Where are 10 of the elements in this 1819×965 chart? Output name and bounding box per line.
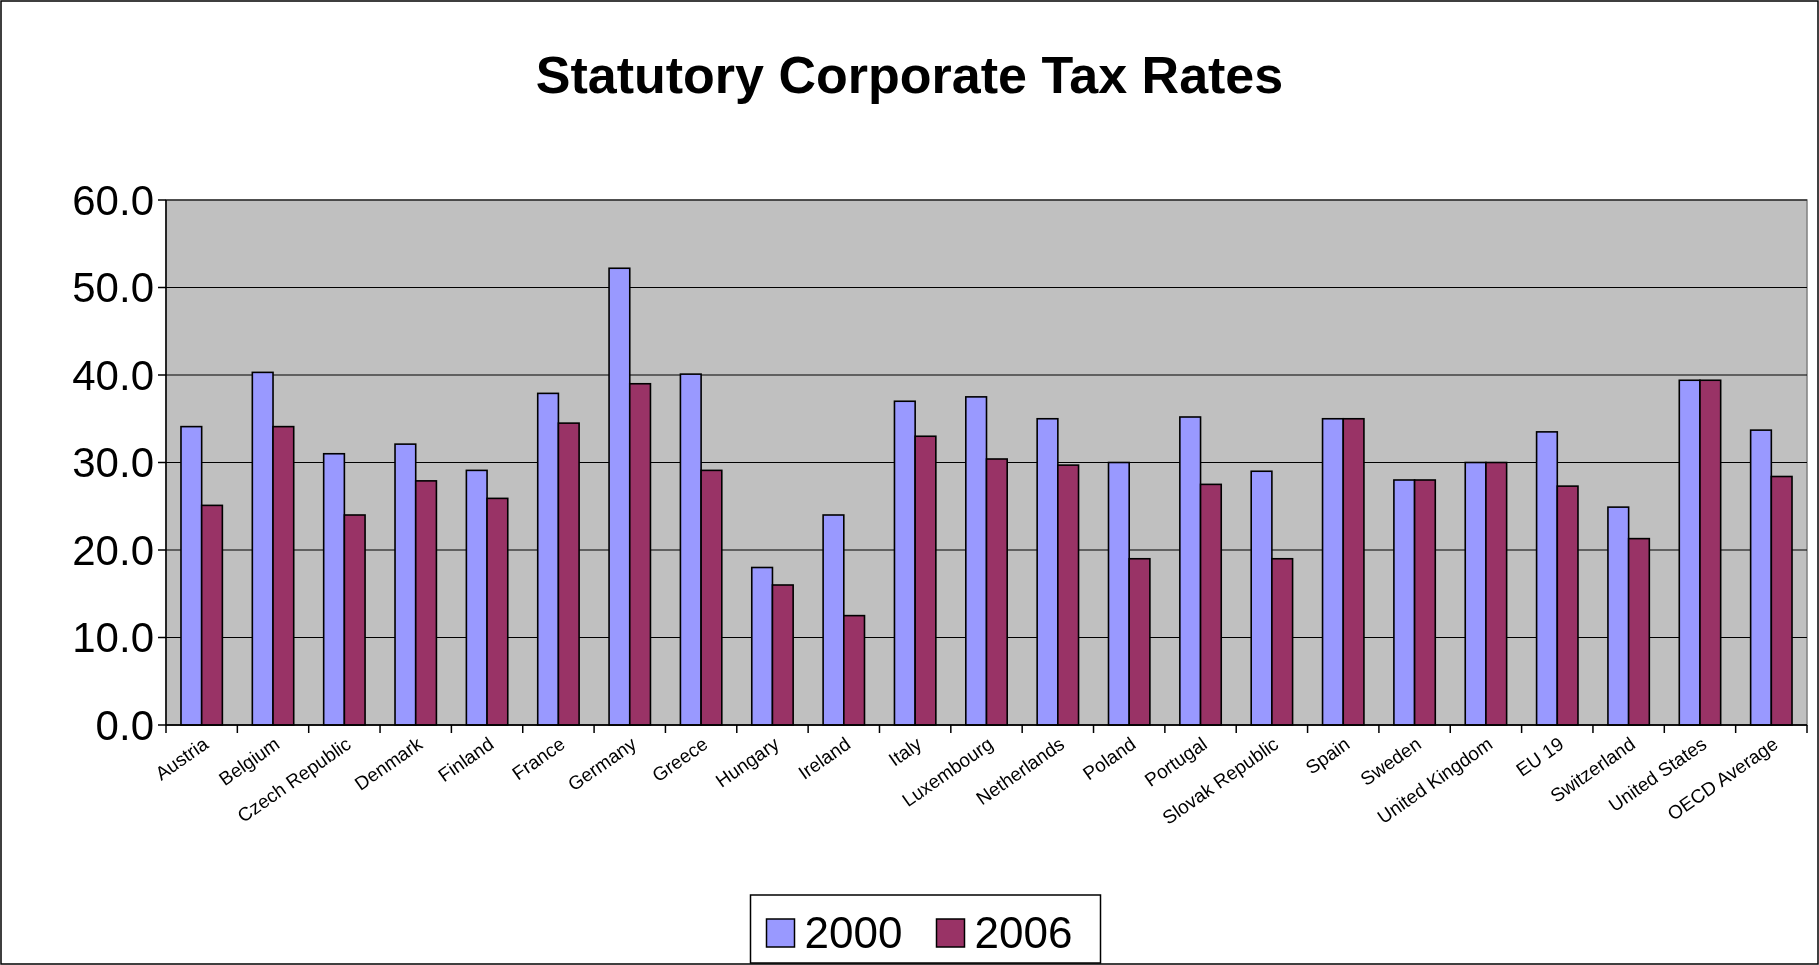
y-tick-label: 20.0 — [72, 526, 154, 574]
y-tick-label: 0.0 — [95, 701, 154, 749]
y-tick-label: 50.0 — [72, 264, 154, 312]
legend-label: 2000 — [804, 908, 903, 958]
y-tick-label: 40.0 — [72, 351, 154, 399]
y-tick-label: 30.0 — [72, 439, 154, 487]
y-tick-label: 60.0 — [72, 176, 154, 224]
chart-title: Statutory Corporate Tax Rates — [535, 46, 1284, 104]
y-tick-label: 10.0 — [72, 614, 154, 662]
legend-label: 2006 — [974, 908, 1073, 958]
